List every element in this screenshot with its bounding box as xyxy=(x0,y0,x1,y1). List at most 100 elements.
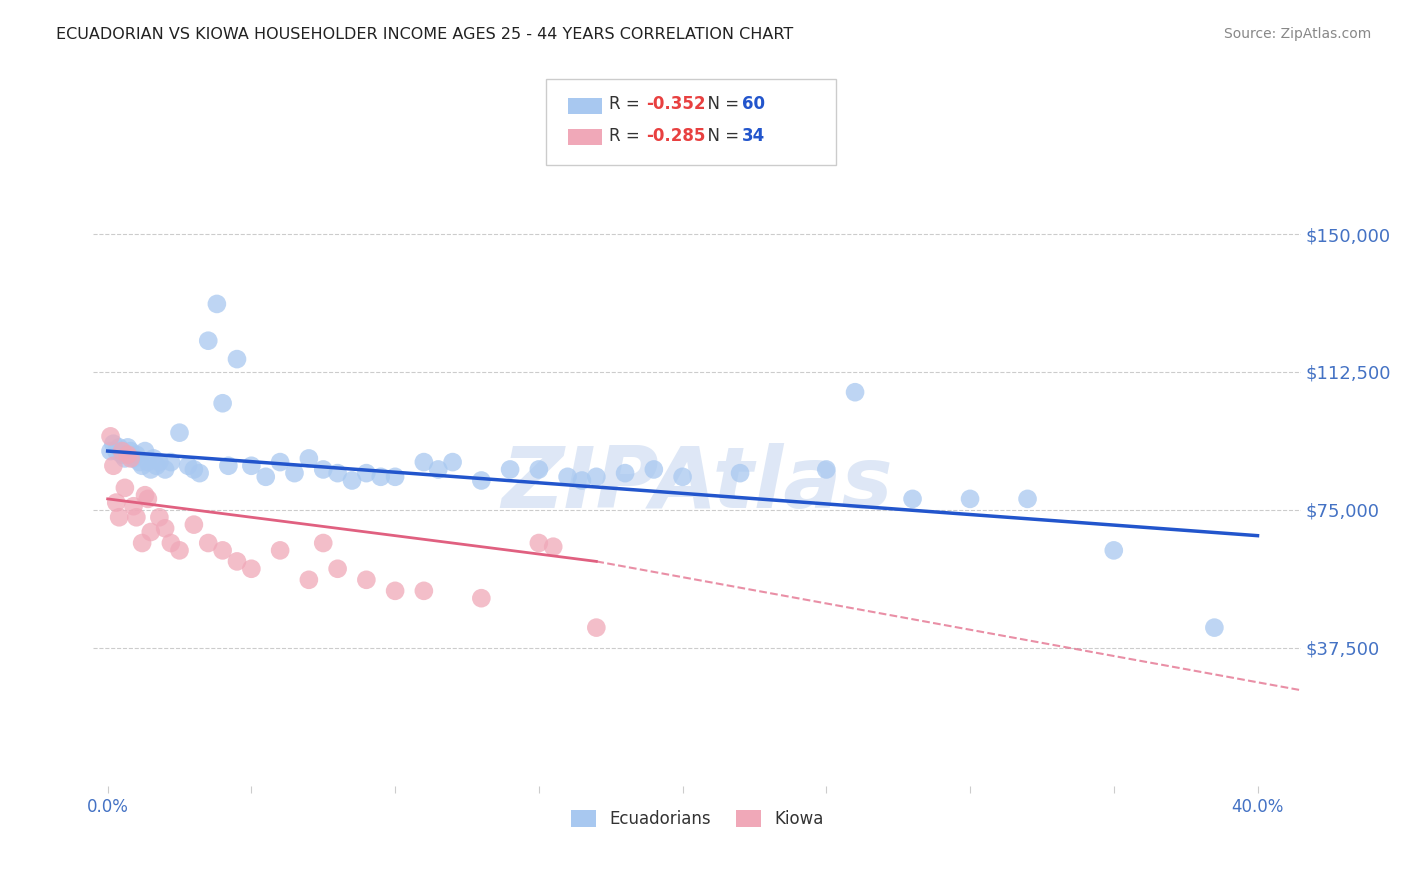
Point xyxy=(169,543,191,558)
Point xyxy=(412,583,434,598)
Text: Source: ZipAtlas.com: Source: ZipAtlas.com xyxy=(1223,27,1371,41)
Point xyxy=(160,455,183,469)
Point xyxy=(103,458,125,473)
Point xyxy=(1204,621,1226,635)
Point xyxy=(114,451,136,466)
FancyBboxPatch shape xyxy=(546,79,835,165)
Point xyxy=(183,462,205,476)
Point xyxy=(128,455,150,469)
Point xyxy=(117,448,139,462)
Text: R =: R = xyxy=(609,95,645,113)
Point xyxy=(356,573,378,587)
Text: ECUADORIAN VS KIOWA HOUSEHOLDER INCOME AGES 25 - 44 YEARS CORRELATION CHART: ECUADORIAN VS KIOWA HOUSEHOLDER INCOME A… xyxy=(56,27,793,42)
Point xyxy=(283,466,305,480)
Point xyxy=(298,451,321,466)
Point xyxy=(384,470,406,484)
Point xyxy=(122,500,145,514)
Point xyxy=(105,444,128,458)
Text: R =: R = xyxy=(609,127,645,145)
Point xyxy=(470,591,492,606)
Point xyxy=(527,536,550,550)
Point xyxy=(614,466,637,480)
Point xyxy=(254,470,277,484)
Point xyxy=(169,425,191,440)
FancyBboxPatch shape xyxy=(568,129,602,145)
Point xyxy=(527,462,550,476)
Point xyxy=(108,510,131,524)
Point xyxy=(120,451,142,466)
Point xyxy=(312,462,335,476)
Point xyxy=(211,543,233,558)
Point xyxy=(499,462,522,476)
Point xyxy=(384,583,406,598)
FancyBboxPatch shape xyxy=(568,98,602,113)
Point xyxy=(108,441,131,455)
Point xyxy=(148,455,170,469)
Point xyxy=(160,536,183,550)
Point xyxy=(125,510,148,524)
Point xyxy=(340,474,363,488)
Point xyxy=(901,491,924,506)
Legend: Ecuadorians, Kiowa: Ecuadorians, Kiowa xyxy=(564,804,830,835)
Point xyxy=(188,466,211,480)
Text: -0.352: -0.352 xyxy=(647,95,706,113)
Point xyxy=(412,455,434,469)
Point xyxy=(139,462,162,476)
Point xyxy=(643,462,665,476)
Point xyxy=(269,455,291,469)
Point xyxy=(356,466,378,480)
Point xyxy=(269,543,291,558)
Text: 60: 60 xyxy=(741,95,765,113)
Point xyxy=(728,466,751,480)
Point xyxy=(153,462,176,476)
Point xyxy=(183,517,205,532)
Text: N =: N = xyxy=(697,127,744,145)
Point xyxy=(240,562,263,576)
Point xyxy=(470,474,492,488)
Point xyxy=(298,573,321,587)
Point xyxy=(585,621,607,635)
Point xyxy=(111,448,134,462)
Point xyxy=(197,536,219,550)
Point xyxy=(226,554,249,568)
Point xyxy=(312,536,335,550)
Point xyxy=(122,451,145,466)
Point xyxy=(1017,491,1039,506)
Point xyxy=(125,448,148,462)
Point xyxy=(959,491,981,506)
Text: 34: 34 xyxy=(741,127,765,145)
Point xyxy=(100,429,122,443)
Text: N =: N = xyxy=(697,95,744,113)
Point xyxy=(541,540,564,554)
Point xyxy=(100,444,122,458)
Text: -0.285: -0.285 xyxy=(647,127,706,145)
Point xyxy=(134,444,156,458)
Point xyxy=(844,385,866,400)
Point xyxy=(131,458,153,473)
Point xyxy=(571,474,593,488)
Point xyxy=(370,470,392,484)
Point xyxy=(441,455,464,469)
Point xyxy=(585,470,607,484)
Point xyxy=(205,297,228,311)
Point xyxy=(145,458,167,473)
Point xyxy=(815,462,838,476)
Point xyxy=(240,458,263,473)
Point xyxy=(1102,543,1125,558)
Point xyxy=(153,521,176,535)
Point xyxy=(120,444,142,458)
Point xyxy=(114,481,136,495)
Point xyxy=(111,444,134,458)
Point xyxy=(134,488,156,502)
Point xyxy=(103,436,125,450)
Point xyxy=(197,334,219,348)
Text: ZIPAtlas: ZIPAtlas xyxy=(501,443,893,526)
Point xyxy=(142,451,165,466)
Point xyxy=(427,462,450,476)
Point xyxy=(211,396,233,410)
Point xyxy=(326,562,349,576)
Point xyxy=(139,524,162,539)
Point xyxy=(217,458,239,473)
Point xyxy=(131,536,153,550)
Point xyxy=(105,495,128,509)
